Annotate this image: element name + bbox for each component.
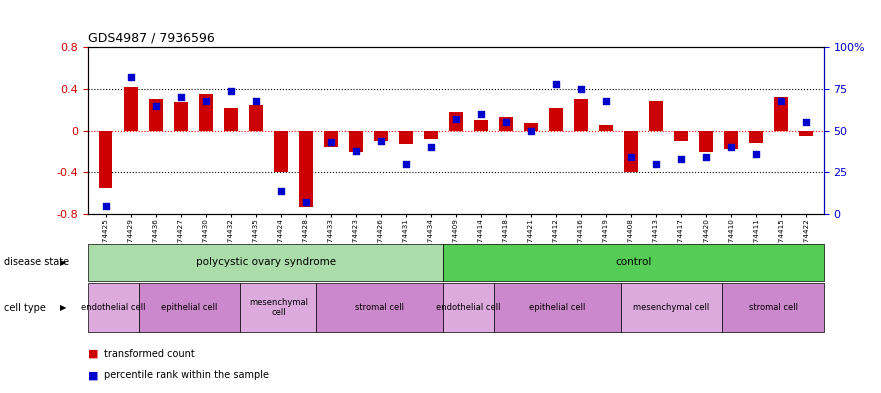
Point <box>749 151 763 157</box>
Text: GDS4987 / 7936596: GDS4987 / 7936596 <box>88 31 215 44</box>
Bar <box>799 130 813 136</box>
Text: stromal cell: stromal cell <box>355 303 404 312</box>
Text: endothelial cell: endothelial cell <box>436 303 501 312</box>
Point <box>624 154 638 160</box>
Text: epithelial cell: epithelial cell <box>529 303 586 312</box>
Bar <box>474 120 488 130</box>
Point <box>224 87 238 94</box>
Bar <box>248 105 263 130</box>
Point <box>574 86 589 92</box>
Bar <box>149 99 162 130</box>
Bar <box>99 130 113 188</box>
Point <box>99 203 113 209</box>
Point <box>198 97 212 104</box>
Bar <box>274 130 288 173</box>
Text: ■: ■ <box>88 349 99 359</box>
Point <box>323 139 337 145</box>
Text: mesenchymal cell: mesenchymal cell <box>633 303 710 312</box>
Bar <box>649 101 663 130</box>
Bar <box>174 103 188 130</box>
Point <box>474 111 488 117</box>
Text: ▶: ▶ <box>60 303 67 312</box>
Point <box>174 94 188 101</box>
Bar <box>574 99 588 130</box>
Bar <box>123 87 137 130</box>
Bar <box>199 94 212 130</box>
Point <box>549 81 563 87</box>
Bar <box>349 130 363 152</box>
Bar <box>524 123 538 130</box>
Text: polycystic ovary syndrome: polycystic ovary syndrome <box>196 257 336 267</box>
Bar <box>750 130 763 143</box>
Text: transformed count: transformed count <box>104 349 195 359</box>
Text: ■: ■ <box>88 370 99 380</box>
Point <box>123 74 137 81</box>
Point <box>700 154 714 160</box>
Point <box>274 187 288 194</box>
Bar <box>700 130 713 152</box>
Point <box>349 147 363 154</box>
Point <box>374 138 388 144</box>
Point <box>248 97 263 104</box>
Point <box>599 97 613 104</box>
Point <box>524 127 538 134</box>
Text: endothelial cell: endothelial cell <box>81 303 145 312</box>
Text: stromal cell: stromal cell <box>749 303 797 312</box>
Point <box>774 97 788 104</box>
Bar <box>599 125 613 130</box>
Text: mesenchymal
cell: mesenchymal cell <box>248 298 307 317</box>
Text: cell type: cell type <box>4 303 47 312</box>
Bar <box>674 130 688 141</box>
Bar <box>449 112 463 130</box>
Bar <box>324 130 337 147</box>
Point <box>799 119 813 125</box>
Text: disease state: disease state <box>4 257 70 267</box>
Bar <box>774 97 788 130</box>
Point <box>674 156 688 162</box>
Point <box>724 144 738 151</box>
Text: epithelial cell: epithelial cell <box>161 303 218 312</box>
Text: ▶: ▶ <box>60 258 67 267</box>
Bar <box>424 130 438 139</box>
Bar <box>299 130 313 207</box>
Point <box>649 161 663 167</box>
Bar <box>624 130 638 173</box>
Bar <box>224 108 238 130</box>
Bar <box>724 130 738 149</box>
Bar <box>374 130 388 141</box>
Text: control: control <box>615 257 652 267</box>
Bar <box>549 108 563 130</box>
Point <box>299 199 313 206</box>
Point <box>399 161 413 167</box>
Point <box>448 116 463 122</box>
Point <box>424 144 438 151</box>
Bar <box>399 130 413 144</box>
Point <box>149 103 163 109</box>
Point <box>499 119 513 125</box>
Bar <box>499 117 513 130</box>
Text: percentile rank within the sample: percentile rank within the sample <box>104 370 269 380</box>
